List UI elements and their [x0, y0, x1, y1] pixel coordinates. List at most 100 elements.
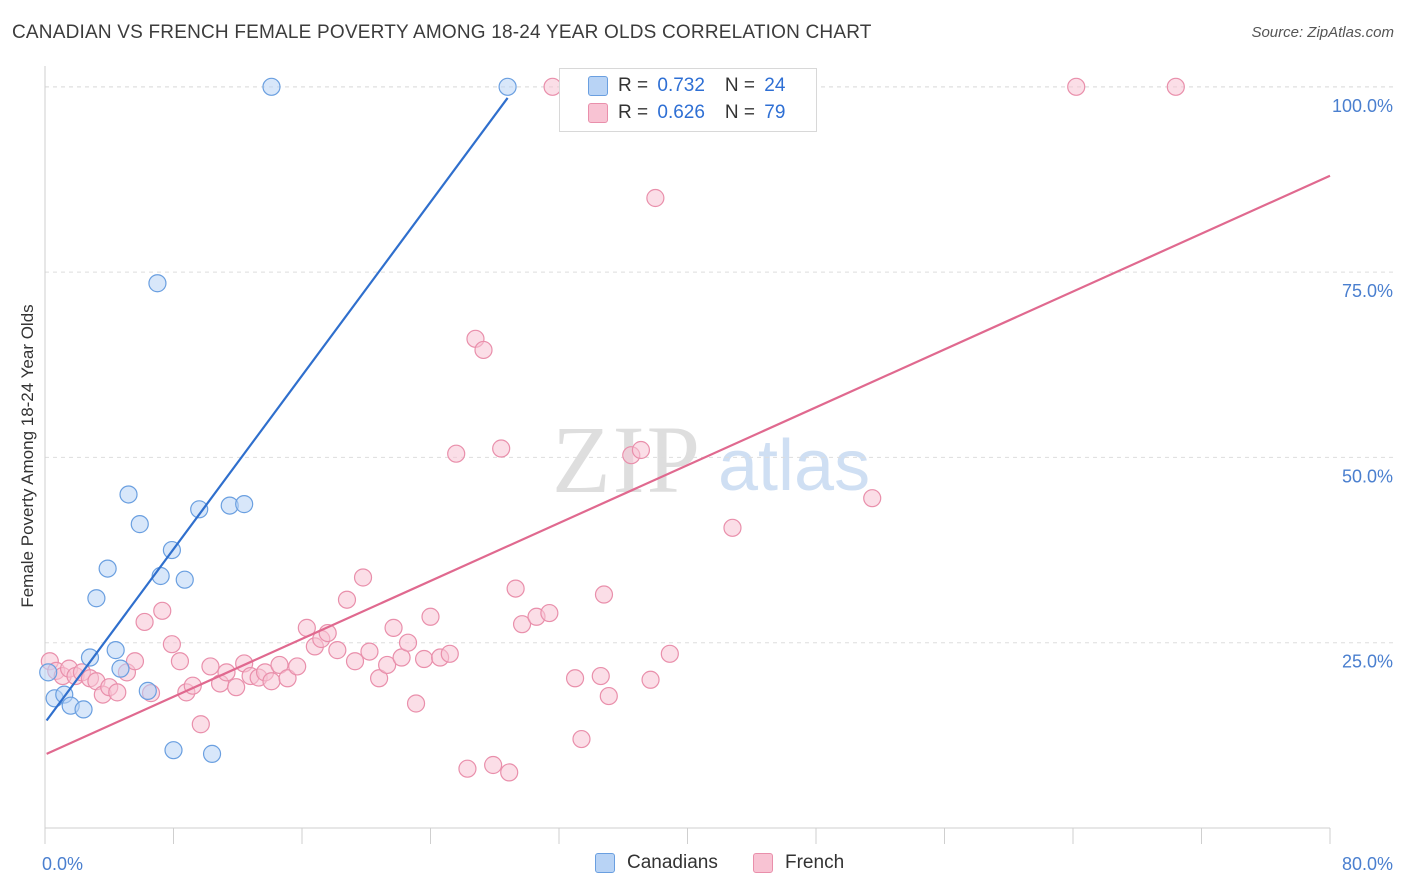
french-point: [440, 644, 459, 663]
french-n-label: N =: [724, 102, 761, 123]
canadians-n-label: N =: [724, 75, 761, 96]
french-point: [278, 669, 297, 688]
canadians-r-value: 0.732: [657, 75, 705, 96]
y-tick-label: 100.0%: [1332, 96, 1393, 116]
french-r-value: 0.626: [657, 102, 705, 123]
legend-row-canadians: R = 0.732 N = 24: [588, 73, 785, 99]
chart-source: Source: ZipAtlas.com: [1251, 24, 1394, 41]
canadian-point: [164, 741, 183, 760]
canadian-point: [106, 641, 125, 660]
french-point: [646, 188, 665, 208]
y-tick-label: 25.0%: [1342, 652, 1393, 672]
french-point: [631, 440, 651, 460]
x-tick-label-min: 0.0%: [42, 854, 83, 874]
watermark-atlas: atlas: [718, 426, 870, 506]
french-point: [565, 669, 585, 688]
french-point: [170, 652, 190, 671]
canadian-point: [80, 648, 100, 667]
french-point: [201, 657, 220, 676]
french-point: [421, 607, 440, 626]
canadians-trend-line: [45, 97, 509, 722]
french-point: [108, 683, 127, 702]
french-point: [153, 601, 172, 620]
french-point: [370, 669, 389, 688]
canadian-point: [74, 700, 93, 719]
axes: [44, 66, 1331, 844]
french-point: [125, 652, 145, 671]
canadian-point: [235, 495, 254, 514]
french-point: [414, 649, 434, 669]
french-point: [135, 612, 154, 632]
french-point: [360, 642, 379, 661]
french-point: [474, 340, 493, 360]
french-point: [484, 755, 503, 775]
french-point: [191, 715, 210, 734]
french-point: [1067, 77, 1086, 96]
canadians-legend-swatch: [595, 853, 615, 873]
trend-lines: [45, 97, 1331, 755]
french-legend-label: French: [785, 852, 845, 873]
gridlines: [45, 86, 1393, 644]
french-point: [345, 652, 365, 671]
y-tick-label: 50.0%: [1342, 466, 1393, 486]
canadian-point: [138, 681, 157, 700]
french-point: [262, 672, 281, 691]
canadian-point: [98, 559, 117, 578]
canadian-point: [498, 77, 517, 96]
french-point: [660, 644, 679, 663]
canadians-swatch: [588, 76, 608, 96]
canadian-point: [202, 744, 222, 763]
canadian-point: [39, 663, 58, 682]
canadian-point: [119, 485, 138, 504]
french-point: [512, 615, 532, 634]
chart-title: CANADIAN VS FRENCH FEMALE POVERTY AMONG …: [12, 22, 872, 43]
y-tick-label: 75.0%: [1342, 281, 1393, 301]
french-point: [591, 666, 610, 686]
canadians-n-value: 24: [764, 75, 786, 96]
french-point: [572, 729, 591, 749]
canadian-point: [262, 77, 281, 96]
french-swatch: [588, 103, 608, 123]
canadian-point: [87, 589, 106, 608]
french-point: [599, 686, 618, 706]
canadian-point: [130, 515, 149, 534]
legend-row-french: R = 0.626 N = 79: [588, 100, 785, 126]
french-point: [540, 603, 559, 623]
french-point: [288, 657, 307, 676]
french-point: [641, 670, 660, 689]
french-point: [458, 759, 477, 778]
canadians-r-label: R =: [618, 75, 654, 96]
french-legend-swatch: [753, 853, 773, 873]
french-point: [398, 633, 418, 652]
french-point: [863, 489, 882, 508]
french-point: [500, 763, 519, 782]
french-point: [337, 590, 357, 609]
canadian-point: [111, 659, 130, 678]
canadian-point: [148, 274, 167, 293]
y-tick-labels: 25.0% 50.0% 75.0% 100.0%: [1332, 96, 1393, 672]
x-tick-label-max: 80.0%: [1342, 854, 1393, 874]
canadian-point: [175, 570, 194, 589]
french-point: [270, 655, 289, 675]
series-legend: Canadians French: [0, 852, 1406, 878]
correlation-legend: R = 0.732 N = 24 R = 0.626 N = 79: [559, 68, 817, 132]
french-point: [378, 655, 397, 675]
french-point: [594, 585, 614, 604]
french-point: [723, 518, 742, 537]
french-point: [328, 641, 347, 660]
french-n-value: 79: [764, 102, 786, 123]
french-r-label: R =: [618, 102, 654, 123]
legend-item-canadians[interactable]: Canadians: [595, 852, 718, 874]
canadians-legend-label: Canadians: [627, 852, 718, 873]
french-point: [406, 694, 426, 713]
french-point: [162, 635, 181, 654]
x-tick-labels: 0.0% 80.0%: [42, 854, 1393, 874]
french-point: [492, 439, 511, 458]
legend-item-french[interactable]: French: [753, 852, 844, 874]
french-point: [447, 444, 466, 463]
french-point: [1166, 77, 1185, 96]
french-point: [353, 568, 373, 587]
french-point: [506, 579, 525, 598]
canadian-point: [190, 500, 209, 519]
